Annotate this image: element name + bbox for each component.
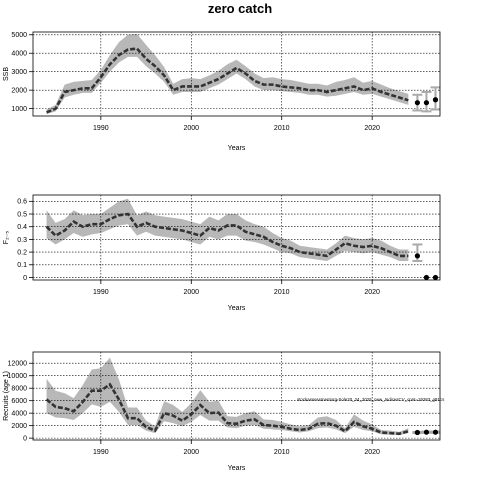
y-axis-label: F₂₋₅ xyxy=(3,231,10,245)
y-tick-label: 0.3 xyxy=(17,237,27,244)
projection-point xyxy=(432,274,439,281)
series-line-estimate xyxy=(45,382,409,436)
chart-panel-1: 1990 2000 2010 2020 1000 2000 3000 4000 5000 Year… xyxy=(3,31,441,152)
plot-frame xyxy=(32,351,441,441)
projection-point xyxy=(432,97,439,103)
y-tick-label: 12000 xyxy=(8,361,28,368)
plot-frame xyxy=(32,31,441,117)
x-tick-label: 1990 xyxy=(93,289,109,296)
x-tick-label: 2020 xyxy=(364,449,380,456)
confidence-band xyxy=(46,198,409,261)
y-tick-label: 2000 xyxy=(11,423,27,430)
x-tick-label: 2000 xyxy=(183,125,199,132)
y-tick-label: 0.2 xyxy=(17,249,27,256)
y-tick-label: 0 xyxy=(23,275,27,282)
series-line-estimate xyxy=(46,47,409,114)
confidence-band xyxy=(46,357,409,436)
projection-point xyxy=(414,253,420,259)
x-tick-label: 1990 xyxy=(93,125,109,132)
x-tick-label: 2010 xyxy=(274,449,290,456)
x-axis-label: Years xyxy=(228,145,246,152)
x-tick-label: 2020 xyxy=(364,125,380,132)
y-tick-label: 10000 xyxy=(8,373,28,380)
plot-frame xyxy=(32,194,441,281)
y-tick-label: 0.6 xyxy=(17,199,27,206)
projection-point xyxy=(423,429,430,435)
chart-panel-3: 1990 2000 2010 2020 0 2000 4000 6000 8000 10000 12… xyxy=(3,351,445,472)
chart-title: zero catch xyxy=(207,1,273,16)
x-axis-label: Years xyxy=(228,465,246,472)
y-axis-label: SSB xyxy=(3,67,10,81)
y-tick-label: 0 xyxy=(23,436,27,443)
x-tick-label: 2000 xyxy=(183,289,199,296)
x-tick-label: 2020 xyxy=(364,289,380,296)
y-tick-label: 8000 xyxy=(11,386,27,393)
projection-point xyxy=(423,100,430,106)
series-line-estimate xyxy=(45,212,409,258)
projection-point xyxy=(423,274,430,281)
y-axis-label: Recruits (age 1) xyxy=(3,371,10,421)
x-tick-label: 2010 xyxy=(274,289,290,296)
y-tick-label: 4000 xyxy=(11,411,27,418)
x-tick-label: 2000 xyxy=(183,449,199,456)
y-tick-label: 5000 xyxy=(11,32,27,39)
x-axis-label: Years xyxy=(228,305,246,312)
projection-point xyxy=(414,100,420,106)
projection-point xyxy=(432,429,439,435)
y-tick-label: 3000 xyxy=(11,69,27,76)
x-tick-label: 1990 xyxy=(93,449,109,456)
y-tick-label: 1000 xyxy=(11,106,27,113)
panel-annotation: stockassessmentorg-Sole20_24_2025_new_In… xyxy=(297,397,445,402)
projection-point xyxy=(414,429,420,436)
y-tick-label: 4000 xyxy=(11,51,27,58)
y-tick-label: 2000 xyxy=(11,88,27,95)
y-tick-label: 0.1 xyxy=(17,262,27,269)
chart-panel-2: 1990 2000 2010 2020 0 0.1 0.2 0.3 0.4 0.5 0.6 Years… xyxy=(3,194,441,312)
x-tick-label: 2010 xyxy=(274,125,290,132)
y-tick-label: 0.5 xyxy=(17,211,27,218)
y-tick-label: 0.4 xyxy=(17,224,27,231)
y-tick-label: 6000 xyxy=(11,398,27,405)
